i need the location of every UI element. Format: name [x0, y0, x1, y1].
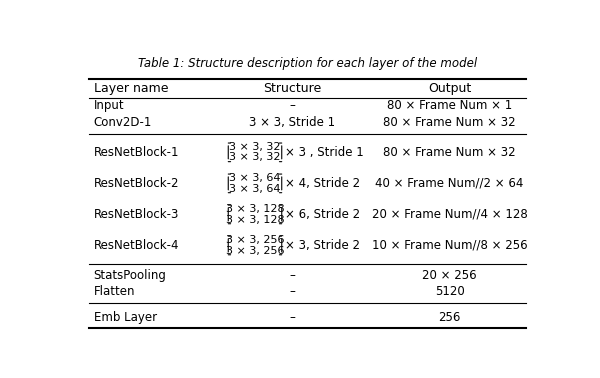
Text: –: –: [289, 311, 295, 324]
Text: StatsPooling: StatsPooling: [94, 269, 166, 282]
Text: 40 × Frame Num//2 × 64: 40 × Frame Num//2 × 64: [376, 177, 524, 190]
Text: × 4, Stride 2: × 4, Stride 2: [286, 177, 361, 190]
Text: –: –: [289, 99, 295, 112]
Text: Conv2D-1: Conv2D-1: [94, 116, 152, 129]
Text: ResNetBlock-4: ResNetBlock-4: [94, 239, 179, 252]
Text: × 3, Stride 2: × 3, Stride 2: [286, 239, 361, 252]
Text: 10 × Frame Num//8 × 256: 10 × Frame Num//8 × 256: [372, 239, 527, 252]
Text: Output: Output: [428, 82, 471, 95]
Text: Layer name: Layer name: [94, 82, 168, 95]
Text: 3 × 3, 32: 3 × 3, 32: [229, 152, 281, 163]
Text: 256: 256: [439, 311, 461, 324]
Text: × 3 , Stride 1: × 3 , Stride 1: [286, 146, 364, 159]
Text: 3 × 3, 128: 3 × 3, 128: [226, 215, 284, 225]
Text: 80 × Frame Num × 1: 80 × Frame Num × 1: [387, 99, 512, 112]
Text: 3 × 3, 32: 3 × 3, 32: [229, 142, 281, 152]
Text: Structure: Structure: [263, 82, 322, 95]
Text: 3 × 3, 64: 3 × 3, 64: [229, 183, 281, 194]
Text: 80 × Frame Num × 32: 80 × Frame Num × 32: [383, 146, 516, 159]
Text: –: –: [289, 269, 295, 282]
Text: 80 × Frame Num × 32: 80 × Frame Num × 32: [383, 116, 516, 129]
Text: 3 × 3, Stride 1: 3 × 3, Stride 1: [249, 116, 335, 129]
Text: Input: Input: [94, 99, 124, 112]
Text: –: –: [289, 285, 295, 298]
Text: 20 × Frame Num//4 × 128: 20 × Frame Num//4 × 128: [371, 208, 527, 221]
Text: 3 × 3, 128: 3 × 3, 128: [226, 204, 284, 214]
Text: × 6, Stride 2: × 6, Stride 2: [286, 208, 361, 221]
Text: 3 × 3, 64: 3 × 3, 64: [229, 173, 281, 183]
Text: ResNetBlock-1: ResNetBlock-1: [94, 146, 179, 159]
Text: 5120: 5120: [434, 285, 464, 298]
Text: Flatten: Flatten: [94, 285, 135, 298]
Text: ResNetBlock-2: ResNetBlock-2: [94, 177, 179, 190]
Text: Table 1: Structure description for each layer of the model: Table 1: Structure description for each …: [138, 57, 477, 70]
Text: 3 × 3, 256: 3 × 3, 256: [226, 235, 284, 245]
Text: 3 × 3, 256: 3 × 3, 256: [226, 246, 284, 256]
Text: 20 × 256: 20 × 256: [422, 269, 477, 282]
Text: ResNetBlock-3: ResNetBlock-3: [94, 208, 179, 221]
Text: Emb Layer: Emb Layer: [94, 311, 157, 324]
